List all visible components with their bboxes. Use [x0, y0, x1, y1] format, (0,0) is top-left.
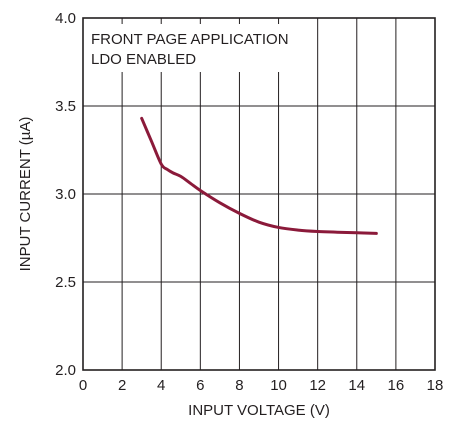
- horizontal-grid-lines: [83, 105, 435, 283]
- y-tick-label: 3.5: [55, 98, 76, 115]
- y-tick-label: 4.0: [55, 10, 76, 27]
- x-tick-label: 8: [235, 377, 243, 394]
- y-axis-title: INPUT CURRENT (µA): [17, 117, 34, 272]
- x-tick-label: 2: [118, 377, 126, 394]
- x-tick-label: 14: [348, 377, 365, 394]
- y-tick-label: 2.5: [55, 274, 76, 291]
- x-tick-label: 16: [388, 377, 405, 394]
- x-tick-label: 10: [270, 377, 287, 394]
- annotation-line-1: FRONT PAGE APPLICATION: [91, 31, 289, 48]
- x-tick-label: 18: [427, 377, 444, 394]
- series-lines: [140, 116, 378, 235]
- annotation-box: FRONT PAGE APPLICATION LDO ENABLED: [86, 24, 312, 72]
- plot-frame: [82, 17, 436, 371]
- y-tick-label: 2.0: [55, 362, 76, 379]
- x-tick-label: 4: [157, 377, 165, 394]
- y-tick-labels: 2.0 2.5 3.0 3.5 4.0: [55, 10, 76, 379]
- annotation-line-2: LDO ENABLED: [91, 51, 196, 68]
- x-tick-label: 0: [79, 377, 87, 394]
- series-line: [140, 116, 378, 235]
- x-tick-label: 12: [309, 377, 326, 394]
- x-tick-labels: 0 2 4 6 8 10 12 14 16 18: [79, 377, 444, 394]
- x-tick-label: 6: [196, 377, 204, 394]
- annotation-background: [86, 24, 312, 72]
- x-axis-title: INPUT VOLTAGE (V): [188, 402, 330, 419]
- y-tick-label: 3.0: [55, 186, 76, 203]
